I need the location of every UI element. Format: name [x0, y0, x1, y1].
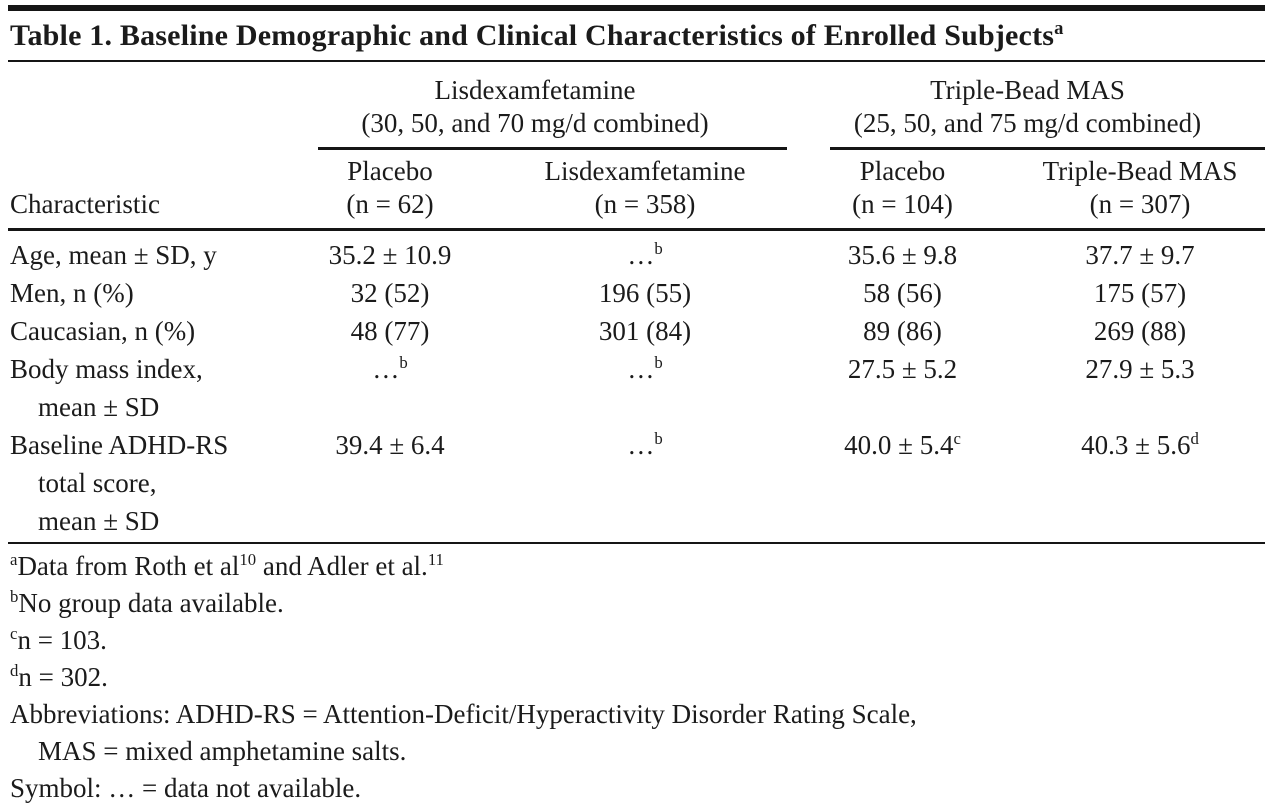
row-label-line: total score, [38, 468, 157, 498]
cell-men-placebo-lis: 32 (52) [350, 278, 430, 308]
row-label-line: Men, n (%) [10, 278, 134, 308]
table-row-adhd-rs: Baseline ADHD-RS total score, mean ± SD … [8, 426, 1265, 540]
row-label-line: Caucasian, n (%) [10, 316, 196, 346]
cell-bmi-placebo-mas: 27.5 ± 5.2 [847, 354, 958, 384]
cell-adhd-placebo-mas: 40.0 ± 5.4c [844, 429, 961, 460]
column-group-triple-bead-mas-rule [830, 147, 1265, 150]
cell-adhd-triple-bead-mas: 40.3 ± 5.6d [1081, 429, 1199, 460]
table-title-footnote-marker: a [1054, 18, 1064, 39]
table-row-caucasian: Caucasian, n (%) 48 (77) 301 (84) 89 (86… [8, 312, 1265, 350]
column-header-characteristic: Characteristic [8, 150, 280, 231]
cell-caucasian-placebo-lis: 48 (77) [350, 316, 430, 346]
cell-age-triple-bead-mas: 37.7 ± 9.7 [1085, 240, 1195, 270]
column-header-placebo-lis: Placebo (n = 62) [280, 150, 500, 231]
column-group-triple-bead-mas: Triple-Bead MAS (25, 50, and 75 mg/d com… [790, 62, 1265, 150]
footnote-rule [8, 542, 1265, 544]
column-group-lisdexamfetamine-rule [318, 147, 788, 150]
table-title-text: Table 1. Baseline Demographic and Clinic… [10, 19, 1055, 52]
cell-age-placebo-mas: 35.6 ± 9.8 [847, 240, 958, 270]
cell-age-placebo-lis: 35.2 ± 10.9 [328, 240, 452, 270]
footnote-abbreviations-line1: Abbreviations: ADHD-RS = Attention-Defic… [10, 699, 917, 729]
cell-bmi-lisdexamfetamine: …b [627, 353, 663, 384]
cell-adhd-placebo-lis: 39.4 ± 6.4 [335, 430, 445, 460]
column-header-placebo-mas-n: (n = 104) [852, 189, 953, 219]
column-group-triple-bead-mas-name: Triple-Bead MAS [930, 75, 1125, 105]
header-spacer [8, 62, 280, 150]
column-header-placebo-lis-name: Placebo [347, 156, 433, 186]
row-label-caucasian: Caucasian, n (%) [8, 312, 280, 350]
column-group-triple-bead-mas-doses: (25, 50, and 75 mg/d combined) [853, 108, 1202, 138]
row-label-age: Age, mean ± SD, y [8, 230, 280, 275]
cell-adhd-lisdexamfetamine: …b [627, 429, 663, 460]
footnote-abbreviations-line2: MAS = mixed amphetamine salts. [38, 736, 407, 766]
cell-caucasian-triple-bead-mas: 269 (88) [1093, 316, 1187, 346]
footnote-symbol: Symbol: … = data not available. [10, 773, 362, 803]
footnote-b: bNo group data available. [10, 587, 284, 618]
cell-bmi-placebo-lis: …b [372, 353, 408, 384]
column-header-row: Characteristic Placebo (n = 62) Lisdexam… [8, 150, 1265, 231]
footnote-a: aData from Roth et al10 and Adler et al.… [10, 550, 444, 581]
cell-men-lisdexamfetamine: 196 (55) [598, 278, 692, 308]
row-label-line: Body mass index, [10, 354, 203, 384]
column-group-row: Lisdexamfetamine (30, 50, and 70 mg/d co… [8, 62, 1265, 150]
column-header-lisdexamfetamine-n: (n = 358) [594, 189, 696, 219]
table-row-bmi: Body mass index, mean ± SD …b …b 27.5 ± … [8, 350, 1265, 426]
row-label-line: mean ± SD [38, 392, 160, 422]
table-row-men: Men, n (%) 32 (52) 196 (55) 58 (56) 175 … [8, 274, 1265, 312]
column-header-triple-bead-mas-n: (n = 307) [1089, 189, 1191, 219]
cell-caucasian-lisdexamfetamine: 301 (84) [598, 316, 692, 346]
row-label-line: Age, mean ± SD, y [10, 240, 217, 270]
column-header-triple-bead-mas: Triple-Bead MAS (n = 307) [1015, 150, 1265, 231]
table-row-age: Age, mean ± SD, y 35.2 ± 10.9 …b 35.6 ± … [8, 230, 1265, 275]
row-label-men: Men, n (%) [8, 274, 280, 312]
row-label-adhd-rs: Baseline ADHD-RS total score, mean ± SD [8, 426, 280, 540]
row-label-line: mean ± SD [38, 506, 160, 536]
cell-bmi-triple-bead-mas: 27.9 ± 5.3 [1085, 354, 1195, 384]
column-header-placebo-lis-n: (n = 62) [346, 189, 434, 219]
column-header-triple-bead-mas-name: Triple-Bead MAS [1042, 156, 1238, 186]
footnote-d: dn = 302. [10, 661, 108, 692]
row-label-bmi: Body mass index, mean ± SD [8, 350, 280, 426]
table-title: Table 1. Baseline Demographic and Clinic… [8, 11, 1265, 60]
column-header-placebo-mas-name: Placebo [859, 156, 946, 186]
column-group-lisdexamfetamine-doses: (30, 50, and 70 mg/d combined) [361, 108, 709, 138]
cell-men-triple-bead-mas: 175 (57) [1093, 278, 1187, 308]
column-group-lisdexamfetamine-name: Lisdexamfetamine [434, 75, 636, 105]
column-header-placebo-mas: Placebo (n = 104) [790, 150, 1016, 231]
table-body: Age, mean ± SD, y 35.2 ± 10.9 …b 35.6 ± … [8, 230, 1265, 541]
table-header: Lisdexamfetamine (30, 50, and 70 mg/d co… [8, 62, 1265, 231]
cell-age-lisdexamfetamine: …b [627, 239, 663, 270]
cell-men-placebo-mas: 58 (56) [863, 278, 942, 308]
row-label-line: Baseline ADHD-RS [10, 430, 229, 460]
title-rule [8, 60, 1265, 62]
cell-caucasian-placebo-mas: 89 (86) [863, 316, 942, 346]
footnote-c: cn = 103. [10, 624, 107, 655]
column-header-lisdexamfetamine-name: Lisdexamfetamine [544, 156, 746, 186]
top-rule [8, 5, 1265, 11]
footnotes: aData from Roth et al10 and Adler et al.… [8, 544, 1265, 807]
demographics-table: Lisdexamfetamine (30, 50, and 70 mg/d co… [8, 62, 1265, 540]
column-group-lisdexamfetamine: Lisdexamfetamine (30, 50, and 70 mg/d co… [280, 62, 790, 150]
column-header-lisdexamfetamine: Lisdexamfetamine (n = 358) [500, 150, 791, 231]
